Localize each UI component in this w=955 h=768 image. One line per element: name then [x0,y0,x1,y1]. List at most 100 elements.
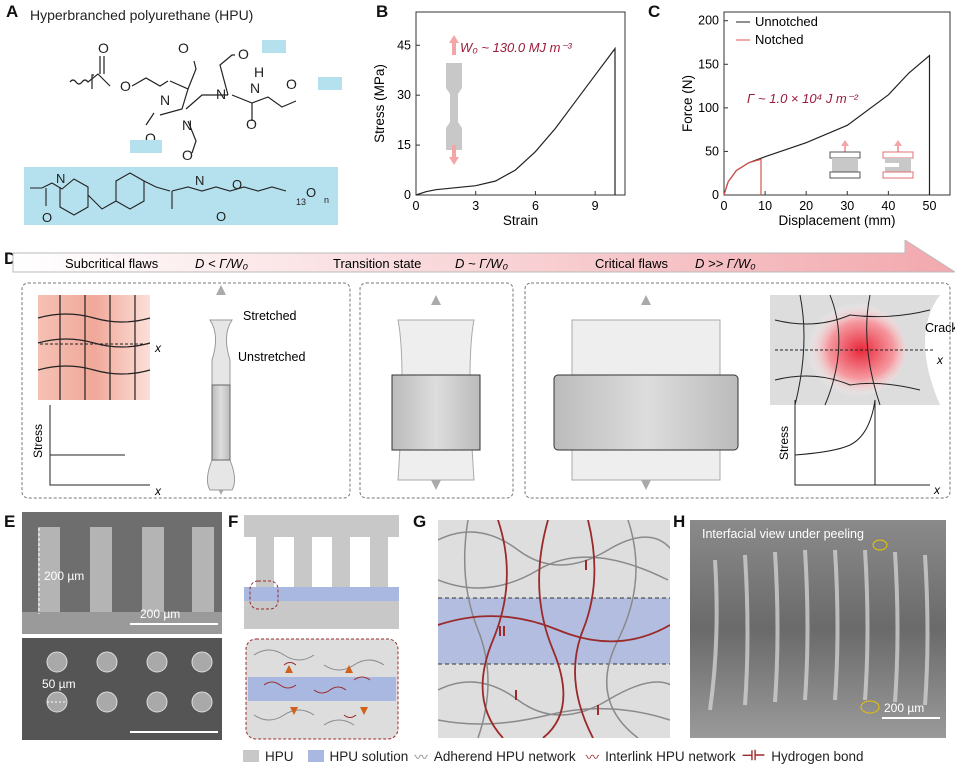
x-tick-label: 20 [799,199,813,213]
series-line-notched [723,158,762,196]
panel-label-g: G [413,512,427,531]
legend-label-unnotched: Unnotched [755,14,818,29]
x-tick-label: 9 [592,199,599,213]
legend-interlink: Interlink HPU network [605,748,736,764]
progression-arrow [12,240,955,273]
x-tick-label: 10 [758,199,772,213]
legend: HPU HPU solution 〰 Adherend HPU network … [243,746,864,766]
atom-o: O [145,130,156,146]
panel-d: Subcritical flaws D < Γ/W₀ Transition st… [12,240,955,499]
sem-peeling: Interfacial view under peeling 200 µm [690,520,946,738]
y-tick-label: 0 [712,188,719,202]
atom-o: O [120,78,131,94]
x-axis-title: Strain [503,213,538,228]
notched-specimen-icon [882,140,914,179]
hpu-title: Hyperbranched polyurethane (HPU) [30,7,254,23]
panel-label-e: E [4,512,16,531]
x-axis-label: x [154,341,162,355]
interlink-wave-icon: 〰 [585,750,600,765]
atom-n: N [216,86,226,102]
x-axis-label: x [933,483,941,497]
atom-n: N [56,171,65,186]
stress-label: Stress [31,424,45,458]
legend-adherend: Adherend HPU network [433,748,576,764]
atom-h: H [254,64,264,80]
y-tick-label: 30 [397,88,411,102]
x-tick-label: 0 [721,199,728,213]
banner-transition-formula: D ~ Γ/W₀ [455,256,508,271]
atom-o: O [286,76,297,92]
atom-n: N [195,173,204,188]
height-label: 200 µm [44,569,84,583]
x-tick-label: 0 [413,199,420,213]
chart-c: Γ ~ 1.0 × 10⁴ J m⁻² 0 10 20 30 40 50 0 50 100 150… [680,11,951,228]
panel-label-a: A [6,2,19,21]
subscript-13: 13 [296,197,306,207]
legend-label-notched: Notched [755,32,803,47]
x-axis-label: x [936,353,944,367]
hydrogen-bond-icon: ⊣⊢ [741,748,766,763]
y-tick-label: 45 [397,38,411,52]
adhesion-schematic [244,515,399,740]
x-axis-title: Displacement (mm) [778,213,895,228]
adherend-wave-icon: 〰 [414,750,428,765]
stretched-label: Stretched [243,309,297,323]
transition-box [359,282,514,499]
dogbone-specimen-icon [446,35,462,165]
legend-hpu: HPU [265,748,294,764]
banner-critical-formula: D >> Γ/W₀ [695,256,756,271]
panel-label-b: B [376,2,389,21]
banner-subcritical: Subcritical flaws [65,256,159,271]
y-tick-label: 100 [698,101,719,115]
panel-label-c: C [648,2,661,21]
banner-subcritical-formula: D < Γ/W₀ [195,256,248,271]
x-tick-label: 3 [472,199,479,213]
plot-frame [723,11,951,196]
scale-bar-label: 200 µm [140,607,180,621]
x-axis-label: x [154,484,162,498]
series-line-unnotched [723,54,931,196]
x-tick-label: 50 [923,199,937,213]
atom-n: N [250,80,260,96]
atom-o: O [232,177,242,192]
x-tick-label: 40 [881,199,895,213]
x-tick-label: 30 [840,199,854,213]
sem-caption: Interfacial view under peeling [702,527,864,541]
panel-label-h: H [673,512,686,531]
y-tick-label: 150 [698,57,719,71]
stress-label: Stress [777,426,791,460]
atom-o: O [182,147,193,163]
y-axis-title: Force (N) [680,75,695,132]
y-tick-label: 50 [705,144,719,158]
hpu-solution-swatch [307,750,324,762]
banner-critical: Critical flaws [595,256,668,271]
atom-o: O [246,116,257,132]
atom-n: N [182,117,192,133]
legend-hpu-solution: HPU solution [329,748,409,764]
subscript-n: n [324,195,329,205]
chart-b: W₀ ~ 130.0 MJ m⁻³ 0 3 6 9 0 15 30 45 Strain Stres… [372,11,626,228]
series-line-0 [415,46,616,196]
critical-box [524,282,951,499]
plot-frame [415,11,626,196]
atom-o: O [306,185,316,200]
gamma-annotation: Γ ~ 1.0 × 10⁴ J m⁻² [747,91,859,106]
banner-transition: Transition state [333,256,421,271]
y-tick-label: 200 [698,14,719,28]
atom-o: O [238,46,249,62]
sem-pillars: 200 µm 200 µm 50 µm [22,512,222,740]
atom-o: O [98,40,109,56]
unstretched-label: Unstretched [238,350,305,364]
crack-label: Crack [925,321,955,335]
hpu-swatch [243,750,259,762]
network-grid [38,295,150,400]
atom-o: O [178,40,189,56]
legend-hbond: Hydrogen bond [771,748,864,764]
unnotched-specimen-icon [829,140,861,179]
y-tick-label: 15 [397,138,411,152]
network-schematic [438,520,670,738]
x-tick-label: 6 [532,199,539,213]
atom-n: N [160,92,170,108]
hpu-structure: O O N O N O N O H N O O O N O N O O O 13… [24,40,342,225]
diameter-label: 50 µm [42,677,76,691]
